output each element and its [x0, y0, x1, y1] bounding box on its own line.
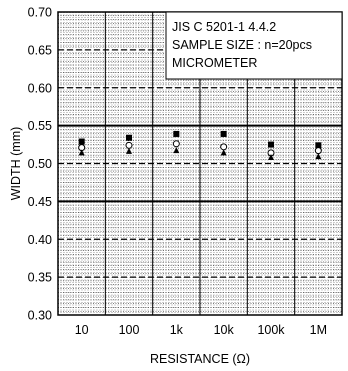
triangle-marker — [78, 149, 85, 156]
y-tick-labels: 0.30 0.35 0.40 0.45 0.50 0.55 0.60 0.65 0.70 — [28, 6, 52, 323]
x-tick-label: 100k — [257, 323, 285, 337]
circle-marker — [125, 141, 133, 149]
x-tick-label: 10k — [214, 323, 235, 337]
triangle-marker — [126, 147, 132, 154]
circle-marker — [314, 147, 322, 155]
y-tick-label: 0.30 — [28, 309, 52, 323]
y-tick-label: 0.35 — [28, 271, 52, 285]
triangle-marker — [315, 153, 322, 160]
annotation-line-sample-size: SAMPLE SIZE : n=20pcs — [172, 38, 312, 52]
triangle-marker — [220, 149, 227, 156]
triangle-marker — [268, 153, 274, 160]
square-marker — [126, 134, 132, 141]
annotation-line-standard: JIS C 5201-1 4.4.2 — [172, 20, 276, 34]
circle-marker — [220, 143, 228, 151]
circle-marker — [172, 140, 180, 148]
annotation-line-method: MICROMETER — [172, 56, 257, 70]
square-marker — [78, 138, 85, 145]
y-tick-label: 0.50 — [28, 157, 52, 171]
y-axis-label: WIDTH (mm) — [9, 127, 23, 201]
data-markers — [78, 130, 322, 160]
square-marker — [220, 130, 227, 137]
square-marker — [315, 142, 322, 149]
square-marker — [173, 130, 180, 137]
annotation-box: JIS C 5201-1 4.4.2 SAMPLE SIZE : n=20pcs… — [165, 11, 343, 80]
triangle-marker — [173, 147, 180, 154]
x-tick-label: 100 — [119, 323, 140, 337]
x-tick-labels: 10 100 1k 10k 100k 1M — [75, 323, 327, 337]
y-tick-label: 0.70 — [28, 6, 52, 20]
annotation-background — [165, 11, 343, 80]
limit-lines — [58, 124, 342, 203]
x-tick-label: 10 — [75, 323, 89, 337]
y-tick-label: 0.60 — [28, 81, 52, 95]
x-tick-label: 1k — [170, 323, 184, 337]
y-tick-label: 0.45 — [28, 195, 52, 209]
y-tick-label: 0.65 — [28, 43, 52, 57]
y-tick-label: 0.55 — [28, 119, 52, 133]
y-tick-label: 0.40 — [28, 233, 52, 247]
square-marker — [268, 141, 274, 148]
x-axis-label: RESISTANCE (Ω) — [150, 352, 250, 366]
x-tick-label: 1M — [310, 323, 327, 337]
